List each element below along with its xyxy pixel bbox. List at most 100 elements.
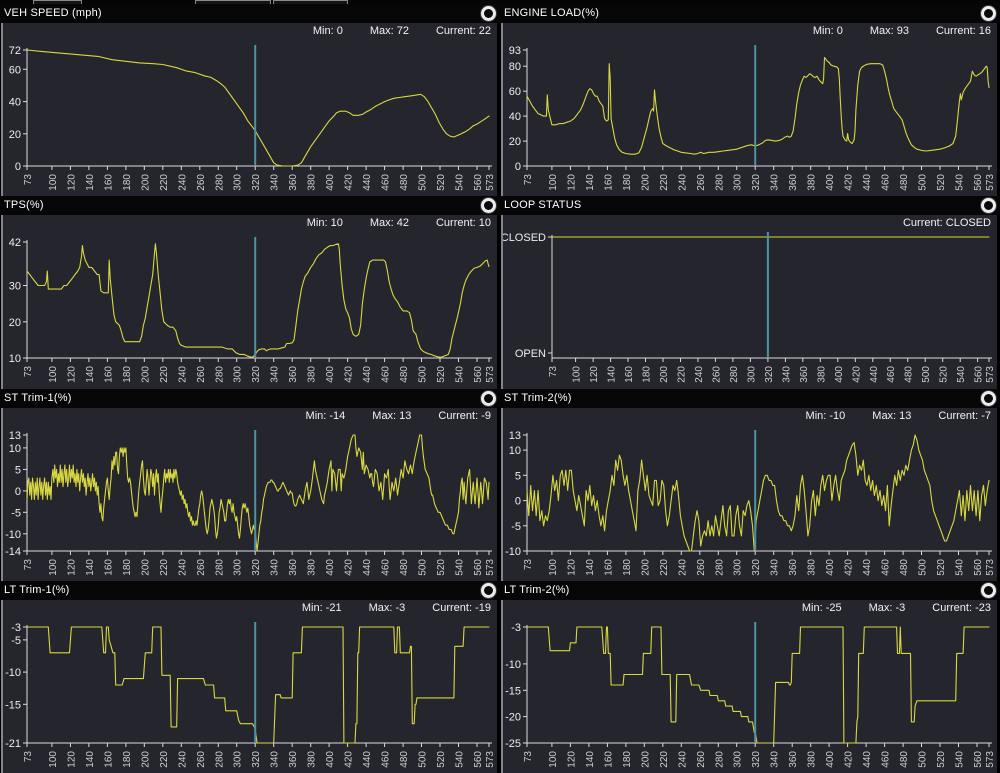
svg-text:540: 540 <box>455 750 466 767</box>
svg-text:20: 20 <box>509 136 521 148</box>
svg-text:300: 300 <box>233 366 244 383</box>
record-icon[interactable] <box>481 582 496 598</box>
svg-text:320: 320 <box>251 750 262 767</box>
svg-text:420: 420 <box>844 558 855 575</box>
svg-text:500: 500 <box>918 750 929 767</box>
svg-text:120: 120 <box>566 750 577 767</box>
svg-text:500: 500 <box>418 750 429 767</box>
toolbar-button[interactable] <box>195 0 271 4</box>
svg-text:420: 420 <box>344 558 355 575</box>
svg-text:300: 300 <box>746 366 757 383</box>
svg-text:300: 300 <box>233 558 244 575</box>
svg-text:480: 480 <box>899 174 910 191</box>
svg-text:180: 180 <box>622 750 633 767</box>
svg-text:240: 240 <box>677 750 688 767</box>
svg-text:240: 240 <box>694 366 705 383</box>
svg-text:220: 220 <box>659 174 670 191</box>
svg-text:420: 420 <box>344 366 355 383</box>
stat-min: Min: 10 <box>306 217 343 230</box>
svg-text:420: 420 <box>344 750 355 767</box>
svg-text:5: 5 <box>515 470 521 482</box>
record-icon[interactable] <box>981 582 996 598</box>
record-icon[interactable] <box>481 6 496 21</box>
svg-text:480: 480 <box>399 750 410 767</box>
svg-text:40: 40 <box>509 111 521 123</box>
svg-text:160: 160 <box>603 558 614 575</box>
svg-text:560: 560 <box>473 750 484 767</box>
stat-min: Min: 0 <box>312 25 343 37</box>
svg-text:160: 160 <box>103 366 114 383</box>
svg-text:140: 140 <box>607 366 618 383</box>
svg-text:460: 460 <box>381 750 392 767</box>
record-icon[interactable] <box>981 390 996 406</box>
panel-header: VEH SPEED (mph) <box>0 4 500 23</box>
svg-text:220: 220 <box>659 558 670 575</box>
panel-title: LOOP STATUS <box>504 199 582 212</box>
svg-text:280: 280 <box>214 750 225 767</box>
panel-header: ST Trim-1(%) <box>0 388 500 408</box>
chart-area: Current: CLOSED CLOSED OPEN 73 100 120 140 160… <box>501 215 997 389</box>
svg-text:340: 340 <box>270 366 281 383</box>
svg-text:-21: -21 <box>5 738 21 750</box>
svg-text:460: 460 <box>881 558 892 575</box>
svg-text:100: 100 <box>48 558 59 575</box>
panel-title: ENGINE LOAD(%) <box>504 7 600 19</box>
record-icon[interactable] <box>481 390 496 406</box>
record-icon[interactable] <box>981 6 996 21</box>
svg-text:CLOSED: CLOSED <box>503 232 546 244</box>
panel-header: ST Trim-2(%) <box>500 388 1000 408</box>
chart-panel: ST Trim-2(%) Min: -10 Max: 13 Current: -… <box>500 388 1000 581</box>
svg-text:-14: -14 <box>5 546 21 558</box>
record-icon[interactable] <box>981 198 996 214</box>
svg-text:260: 260 <box>696 750 707 767</box>
record-icon[interactable] <box>481 198 496 214</box>
svg-text:573: 573 <box>485 558 496 575</box>
svg-text:500: 500 <box>418 174 429 191</box>
svg-text:-3: -3 <box>511 622 521 634</box>
svg-text:160: 160 <box>624 366 635 383</box>
svg-text:0: 0 <box>515 495 521 507</box>
svg-text:73: 73 <box>523 750 534 762</box>
svg-text:240: 240 <box>177 750 188 767</box>
panel-header: TPS(%) <box>0 196 500 216</box>
stat-min: Min: -10 <box>805 409 846 422</box>
svg-text:520: 520 <box>939 366 950 383</box>
svg-text:480: 480 <box>399 558 410 575</box>
svg-text:360: 360 <box>288 750 299 767</box>
svg-text:0: 0 <box>15 161 21 173</box>
svg-text:400: 400 <box>325 366 336 383</box>
svg-text:540: 540 <box>455 366 466 383</box>
toolbar-button[interactable] <box>273 0 348 4</box>
svg-text:360: 360 <box>788 558 799 575</box>
svg-text:540: 540 <box>955 558 966 575</box>
chart-area: Min: -25 Max: -3 Current: -23 -3 -10 -15 -2… <box>501 599 997 773</box>
svg-text:540: 540 <box>956 366 967 383</box>
toolbar-button[interactable] <box>33 0 82 4</box>
svg-text:500: 500 <box>418 366 429 383</box>
svg-text:220: 220 <box>659 750 670 767</box>
svg-text:140: 140 <box>85 750 96 767</box>
chart-stats: Min: -21 Max: -3 Current: -19 <box>302 602 491 614</box>
svg-text:320: 320 <box>251 558 262 575</box>
panel-title: VEH SPEED (mph) <box>4 7 102 19</box>
svg-text:500: 500 <box>921 366 932 383</box>
svg-text:540: 540 <box>455 558 466 575</box>
svg-text:120: 120 <box>566 174 577 191</box>
stat-current: Current: 22 <box>435 25 491 37</box>
svg-text:360: 360 <box>288 366 299 383</box>
panel-header: ENGINE LOAD(%) <box>500 4 1000 23</box>
svg-text:120: 120 <box>566 558 577 575</box>
svg-text:220: 220 <box>159 366 170 383</box>
svg-text:480: 480 <box>904 366 915 383</box>
svg-text:-10: -10 <box>5 667 21 679</box>
svg-text:560: 560 <box>974 366 985 383</box>
svg-text:560: 560 <box>973 174 984 191</box>
